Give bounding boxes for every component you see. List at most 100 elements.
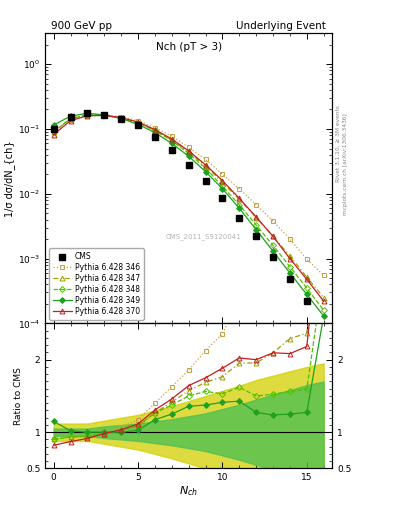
CMS (119, 116, 123, 122)
CMS (237, 215, 242, 221)
Pythia 6.428 349 (85, 110, 90, 116)
Text: mcplots.cern.ch [arXiv:1306.3436]: mcplots.cern.ch [arXiv:1306.3436] (343, 113, 348, 215)
Legend: CMS, Pythia 6.428 346, Pythia 6.428 347, Pythia 6.428 348, Pythia 6.428 349, Pyt: CMS, Pythia 6.428 346, Pythia 6.428 347,… (49, 248, 144, 319)
Pythia 6.428 370 (119, 115, 123, 121)
Pythia 6.428 349 (271, 248, 275, 254)
Line: Pythia 6.428 349: Pythia 6.428 349 (51, 111, 326, 318)
CMS (136, 122, 140, 128)
Pythia 6.428 348 (119, 115, 123, 121)
Text: 900 GeV pp: 900 GeV pp (51, 20, 112, 31)
Pythia 6.428 346 (321, 272, 326, 279)
Pythia 6.428 346 (305, 256, 309, 262)
Pythia 6.428 348 (102, 112, 107, 118)
Pythia 6.428 370 (305, 276, 309, 282)
Pythia 6.428 348 (203, 165, 208, 171)
CMS (220, 195, 225, 201)
Pythia 6.428 347 (119, 115, 123, 121)
X-axis label: $N_{ch}$: $N_{ch}$ (179, 484, 198, 498)
Pythia 6.428 347 (288, 253, 292, 259)
Pythia 6.428 348 (220, 183, 225, 189)
Pythia 6.428 348 (237, 202, 242, 208)
Pythia 6.428 348 (288, 264, 292, 270)
Pythia 6.428 349 (186, 153, 191, 159)
Pythia 6.428 349 (305, 291, 309, 297)
Pythia 6.428 370 (321, 298, 326, 304)
Pythia 6.428 370 (169, 136, 174, 142)
CMS (203, 178, 208, 184)
CMS (169, 146, 174, 153)
Pythia 6.428 370 (220, 178, 225, 184)
Pythia 6.428 346 (68, 116, 73, 122)
Pythia 6.428 346 (288, 236, 292, 242)
Pythia 6.428 347 (186, 149, 191, 155)
Line: Pythia 6.428 348: Pythia 6.428 348 (51, 113, 326, 312)
Line: Pythia 6.428 370: Pythia 6.428 370 (51, 113, 326, 304)
Pythia 6.428 370 (68, 117, 73, 123)
CMS (321, 340, 326, 346)
Pythia 6.428 370 (85, 113, 90, 119)
Pythia 6.428 349 (321, 313, 326, 319)
Pythia 6.428 346 (85, 112, 90, 118)
Pythia 6.428 346 (152, 124, 157, 131)
Pythia 6.428 349 (51, 122, 56, 128)
Pythia 6.428 348 (305, 285, 309, 291)
Pythia 6.428 348 (321, 307, 326, 313)
Pythia 6.428 346 (119, 114, 123, 120)
Pythia 6.428 346 (220, 171, 225, 177)
Pythia 6.428 346 (254, 202, 259, 208)
Line: CMS: CMS (51, 111, 327, 346)
Text: CMS_2011_S9120041: CMS_2011_S9120041 (165, 233, 241, 240)
Pythia 6.428 348 (169, 138, 174, 144)
Y-axis label: 1/σ dσ/dN_{ch}: 1/σ dσ/dN_{ch} (4, 140, 15, 217)
CMS (102, 112, 107, 118)
Pythia 6.428 347 (102, 112, 107, 118)
Pythia 6.428 347 (237, 196, 242, 202)
CMS (288, 276, 292, 282)
Pythia 6.428 347 (169, 137, 174, 143)
Pythia 6.428 349 (169, 140, 174, 146)
Pythia 6.428 349 (68, 113, 73, 119)
CMS (305, 298, 309, 304)
Text: Nch (pT > 3): Nch (pT > 3) (156, 42, 222, 52)
Pythia 6.428 347 (85, 112, 90, 118)
Pythia 6.428 370 (186, 148, 191, 154)
Pythia 6.428 346 (271, 218, 275, 224)
CMS (271, 254, 275, 260)
Pythia 6.428 347 (305, 274, 309, 280)
Pythia 6.428 370 (288, 255, 292, 262)
Y-axis label: Ratio to CMS: Ratio to CMS (14, 367, 23, 425)
Pythia 6.428 348 (271, 242, 275, 248)
Pythia 6.428 346 (203, 156, 208, 162)
Pythia 6.428 347 (254, 215, 259, 221)
Pythia 6.428 348 (68, 116, 73, 122)
Pythia 6.428 346 (102, 112, 107, 118)
Pythia 6.428 346 (169, 133, 174, 139)
Text: Underlying Event: Underlying Event (237, 20, 326, 31)
Pythia 6.428 347 (220, 179, 225, 185)
Pythia 6.428 349 (102, 112, 107, 118)
Pythia 6.428 346 (186, 144, 191, 151)
Pythia 6.428 348 (186, 151, 191, 157)
Pythia 6.428 370 (136, 119, 140, 125)
Pythia 6.428 349 (288, 270, 292, 276)
Pythia 6.428 347 (51, 129, 56, 135)
Pythia 6.428 349 (152, 130, 157, 136)
Pythia 6.428 370 (51, 132, 56, 138)
Pythia 6.428 349 (136, 121, 140, 127)
Pythia 6.428 370 (271, 233, 275, 240)
Pythia 6.428 349 (220, 186, 225, 192)
Pythia 6.428 370 (237, 195, 242, 201)
Pythia 6.428 346 (237, 186, 242, 192)
Line: Pythia 6.428 347: Pythia 6.428 347 (51, 113, 326, 300)
Pythia 6.428 348 (85, 112, 90, 118)
Pythia 6.428 347 (271, 233, 275, 240)
Pythia 6.428 347 (203, 163, 208, 169)
Pythia 6.428 370 (254, 214, 259, 220)
Pythia 6.428 349 (119, 116, 123, 122)
CMS (254, 233, 259, 240)
Pythia 6.428 348 (136, 120, 140, 126)
CMS (68, 114, 73, 120)
Pythia 6.428 346 (136, 117, 140, 123)
Text: Rivet 3.1.10, ≥ 3M events: Rivet 3.1.10, ≥ 3M events (336, 105, 341, 182)
Pythia 6.428 346 (51, 129, 56, 135)
